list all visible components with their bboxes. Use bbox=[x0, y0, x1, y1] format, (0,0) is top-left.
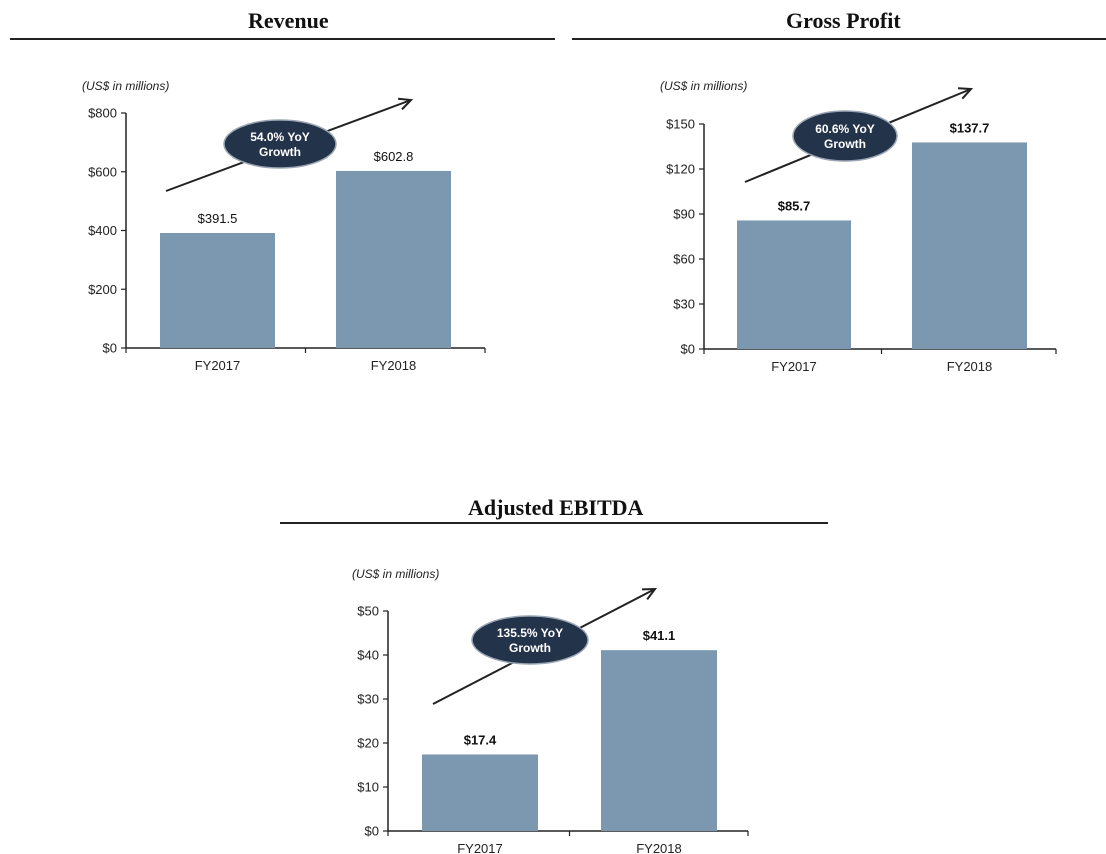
revenue-growth-arrowhead-icon bbox=[397, 97, 414, 111]
revenue-title-rule bbox=[10, 38, 555, 40]
adjusted-ebitda-y-tick-label: $20 bbox=[357, 736, 379, 751]
adjusted-ebitda-category-label-fy2018: FY2018 bbox=[636, 841, 682, 854]
gross-profit-y-tick-label: $120 bbox=[666, 162, 695, 177]
gross-profit-growth-badge-text: 60.6% YoY bbox=[815, 122, 875, 136]
adjusted-ebitda-title-rule bbox=[280, 522, 828, 524]
adjusted-ebitda-y-tick-label: $30 bbox=[357, 692, 379, 707]
adjusted-ebitda-y-tick-label: $50 bbox=[357, 604, 379, 619]
gross-profit-title-rule bbox=[572, 38, 1106, 40]
revenue-category-label-fy2017: FY2017 bbox=[195, 358, 241, 373]
revenue-bar-fy2017 bbox=[160, 232, 275, 348]
adjusted-ebitda-growth-badge-text: 135.5% YoY bbox=[497, 626, 563, 640]
adjusted-ebitda-data-label-fy2017: $17.4 bbox=[464, 732, 497, 747]
revenue-y-tick-label: $600 bbox=[88, 164, 117, 179]
gross-profit-units-label: (US$ in millions) bbox=[660, 79, 748, 93]
gross-profit-y-tick-label: $60 bbox=[673, 252, 695, 267]
gross-profit-bar-fy2017 bbox=[737, 220, 851, 349]
adjusted-ebitda-y-tick-label: $0 bbox=[365, 824, 379, 839]
revenue-data-label-fy2018: $602.8 bbox=[374, 149, 414, 164]
gross-profit-bar-fy2018 bbox=[912, 142, 1027, 349]
revenue-title: Revenue bbox=[248, 8, 329, 33]
adjusted-ebitda-category-label-fy2017: FY2017 bbox=[457, 841, 503, 854]
adjusted-ebitda-bar-fy2017 bbox=[422, 754, 538, 831]
gross-profit-y-tick-label: $90 bbox=[673, 207, 695, 222]
revenue-y-tick-label: $200 bbox=[88, 282, 117, 297]
revenue-category-label-fy2018: FY2018 bbox=[371, 358, 417, 373]
revenue-growth-badge bbox=[223, 119, 337, 169]
revenue-bar-fy2018 bbox=[336, 170, 451, 348]
gross-profit-y-tick-label: $0 bbox=[681, 342, 695, 357]
gross-profit-title: Gross Profit bbox=[786, 8, 901, 33]
adjusted-ebitda-title: Adjusted EBITDA bbox=[468, 495, 644, 520]
adjusted-ebitda-units-label: (US$ in millions) bbox=[352, 567, 440, 581]
gross-profit-data-label-fy2018: $137.7 bbox=[950, 120, 990, 135]
revenue-y-tick-label: $0 bbox=[103, 341, 117, 356]
revenue-growth-badge-text: Growth bbox=[259, 145, 301, 159]
adjusted-ebitda-growth-arrowhead-icon bbox=[641, 587, 658, 601]
gross-profit-growth-badge bbox=[792, 110, 898, 162]
adjusted-ebitda-y-tick-label: $40 bbox=[357, 648, 379, 663]
gross-profit-category-label-fy2018: FY2018 bbox=[947, 359, 993, 374]
revenue-growth-badge-text: 54.0% YoY bbox=[250, 130, 310, 144]
adjusted-ebitda-growth-badge-text: Growth bbox=[509, 641, 551, 655]
gross-profit-category-label-fy2017: FY2017 bbox=[771, 359, 817, 374]
revenue-data-label-fy2017: $391.5 bbox=[198, 211, 238, 226]
adjusted-ebitda-bar-fy2018 bbox=[601, 650, 717, 831]
gross-profit-growth-arrowhead-icon bbox=[957, 87, 974, 100]
revenue-y-tick-label: $800 bbox=[88, 106, 117, 121]
gross-profit-y-tick-label: $150 bbox=[666, 117, 695, 132]
gross-profit-y-tick-label: $30 bbox=[673, 297, 695, 312]
revenue-y-tick-label: $400 bbox=[88, 223, 117, 238]
revenue-units-label: (US$ in millions) bbox=[82, 79, 170, 93]
adjusted-ebitda-y-tick-label: $10 bbox=[357, 780, 379, 795]
gross-profit-data-label-fy2017: $85.7 bbox=[778, 198, 811, 213]
gross-profit-growth-badge-text: Growth bbox=[824, 137, 866, 151]
adjusted-ebitda-growth-badge bbox=[471, 615, 589, 665]
adjusted-ebitda-data-label-fy2018: $41.1 bbox=[643, 628, 676, 643]
